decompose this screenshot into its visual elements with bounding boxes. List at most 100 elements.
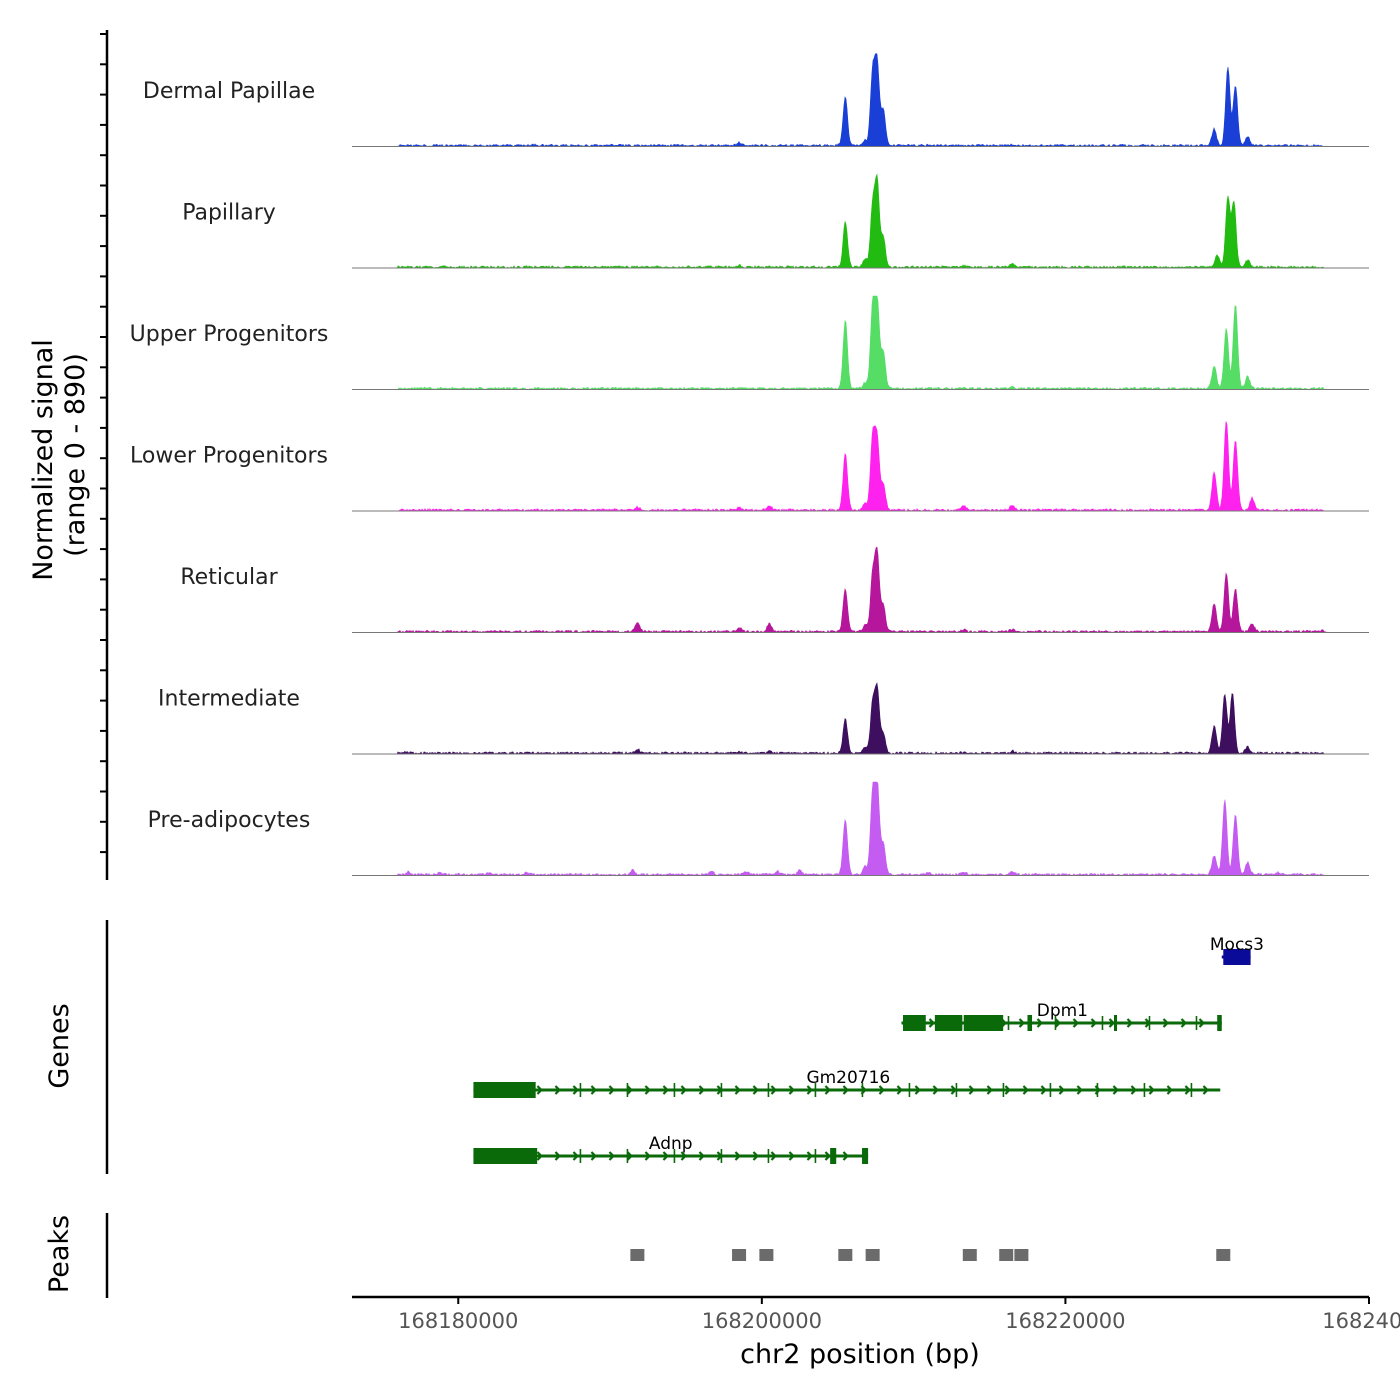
gene-exon bbox=[934, 1015, 963, 1031]
gene-exon bbox=[830, 1148, 837, 1164]
strand-arrow bbox=[1036, 1018, 1044, 1028]
signal-area bbox=[352, 781, 1369, 877]
strand-arrow bbox=[932, 1085, 939, 1095]
signal-area bbox=[352, 682, 1369, 755]
strand-arrow bbox=[1184, 1085, 1191, 1095]
strand-arrow bbox=[734, 1151, 741, 1161]
gene-exon bbox=[1027, 1015, 1033, 1031]
strand-arrow bbox=[608, 1085, 615, 1095]
track-label: Reticular bbox=[180, 565, 278, 590]
strand-arrow bbox=[968, 1085, 975, 1095]
signal-tracks: Dermal Papillae Papillary Upper Progenitor… bbox=[130, 52, 1369, 877]
gene-name-label: Mocs3 bbox=[1210, 935, 1264, 955]
signal-track-reticular: Reticular bbox=[180, 546, 1369, 634]
strand-arrow bbox=[536, 1085, 543, 1095]
strand-arrow bbox=[1040, 1085, 1047, 1095]
track-label: Dermal Papillae bbox=[143, 79, 315, 104]
x-axis-tick-label: 168200000 bbox=[702, 1309, 822, 1333]
peak-region bbox=[732, 1249, 747, 1261]
strand-arrow bbox=[536, 1151, 543, 1161]
strand-arrow bbox=[680, 1085, 687, 1095]
strand-arrow bbox=[626, 1151, 633, 1161]
track-label: Upper Progenitors bbox=[130, 322, 329, 347]
strand-arrow bbox=[770, 1085, 777, 1095]
strand-arrow bbox=[698, 1151, 705, 1161]
peak-region bbox=[1216, 1249, 1231, 1261]
strand-arrow bbox=[1058, 1085, 1065, 1095]
gene-exon bbox=[903, 1015, 926, 1031]
x-axis-tick-label: 168220000 bbox=[1005, 1309, 1125, 1333]
peak-region bbox=[630, 1249, 645, 1261]
strand-arrow bbox=[572, 1151, 579, 1161]
peak-region bbox=[759, 1249, 774, 1261]
genes-track: Mocs3 Dpm1 Gm20716 Adnp bbox=[105, 920, 1264, 1174]
gene-exon bbox=[473, 1082, 536, 1098]
strand-arrow bbox=[806, 1151, 813, 1161]
track-label: Pre-adipocytes bbox=[148, 808, 311, 833]
strand-arrow bbox=[806, 1085, 813, 1095]
gene-exon bbox=[963, 1015, 1004, 1031]
gene-exon bbox=[1223, 949, 1251, 965]
strand-arrow bbox=[1054, 1018, 1062, 1028]
x-axis-title: chr2 position (bp) bbox=[740, 1339, 980, 1370]
signal-area bbox=[352, 546, 1369, 634]
peaks-track bbox=[105, 1213, 1231, 1298]
strand-arrow bbox=[1126, 1018, 1134, 1028]
gene-exon bbox=[473, 1148, 538, 1164]
peak-region bbox=[865, 1249, 880, 1261]
strand-arrow bbox=[770, 1151, 777, 1161]
genes-track-label: Genes bbox=[44, 1003, 75, 1088]
strand-arrow bbox=[788, 1151, 795, 1161]
gene-name-label: Dpm1 bbox=[1037, 1001, 1088, 1021]
signal-area bbox=[352, 52, 1369, 148]
gene-dpm1: Dpm1 bbox=[901, 1001, 1222, 1031]
signal-area bbox=[352, 173, 1369, 269]
signal-track-papillary: Papillary bbox=[182, 173, 1369, 269]
strand-arrow bbox=[1202, 1085, 1209, 1095]
track-label: Lower Progenitors bbox=[130, 444, 328, 469]
strand-arrow bbox=[1108, 1018, 1116, 1028]
signal-track-upper-progenitors: Upper Progenitors bbox=[130, 295, 1369, 391]
gene-mocs3: Mocs3 bbox=[1210, 935, 1264, 965]
gene-gm20716: Gm20716 bbox=[473, 1068, 1221, 1098]
signal-y-axis bbox=[100, 30, 109, 880]
strand-arrow bbox=[1162, 1018, 1170, 1028]
peak-region bbox=[1014, 1249, 1029, 1261]
strand-arrow bbox=[644, 1085, 651, 1095]
y-axis-title-line2: (range 0 - 890) bbox=[60, 353, 91, 557]
strand-arrow bbox=[914, 1085, 921, 1095]
strand-arrow bbox=[608, 1151, 615, 1161]
strand-arrow bbox=[824, 1085, 831, 1095]
gene-adnp: Adnp bbox=[473, 1134, 869, 1164]
track-label: Intermediate bbox=[158, 687, 300, 712]
strand-arrow bbox=[1112, 1085, 1119, 1095]
gene-exon bbox=[1217, 1015, 1222, 1031]
strand-arrow bbox=[752, 1151, 759, 1161]
strand-arrow bbox=[928, 1018, 936, 1028]
track-label: Papillary bbox=[182, 201, 276, 226]
strand-arrow bbox=[842, 1151, 849, 1161]
strand-arrow bbox=[554, 1151, 561, 1161]
strand-arrow bbox=[644, 1151, 651, 1161]
strand-arrow bbox=[680, 1151, 687, 1161]
x-axis: 168180000 168200000 168220000 1682400 bbox=[352, 1295, 1400, 1333]
peak-region bbox=[962, 1249, 977, 1261]
strand-arrow bbox=[986, 1085, 993, 1095]
signal-track-intermediate: Intermediate bbox=[158, 682, 1369, 755]
strand-arrow bbox=[896, 1085, 903, 1095]
strand-arrow bbox=[1180, 1018, 1188, 1028]
strand-arrow bbox=[734, 1085, 741, 1095]
signal-area bbox=[352, 421, 1369, 512]
strand-arrow bbox=[752, 1085, 759, 1095]
gene-exon bbox=[1113, 1015, 1118, 1031]
peaks-track-label: Peaks bbox=[44, 1215, 75, 1293]
strand-arrow bbox=[878, 1085, 885, 1095]
strand-arrow bbox=[1090, 1018, 1098, 1028]
signal-area bbox=[352, 295, 1369, 391]
strand-arrow bbox=[788, 1085, 795, 1095]
strand-arrow bbox=[626, 1085, 633, 1095]
strand-arrow bbox=[662, 1151, 669, 1161]
strand-arrow bbox=[1166, 1085, 1173, 1095]
gene-name-label: Gm20716 bbox=[806, 1068, 890, 1088]
